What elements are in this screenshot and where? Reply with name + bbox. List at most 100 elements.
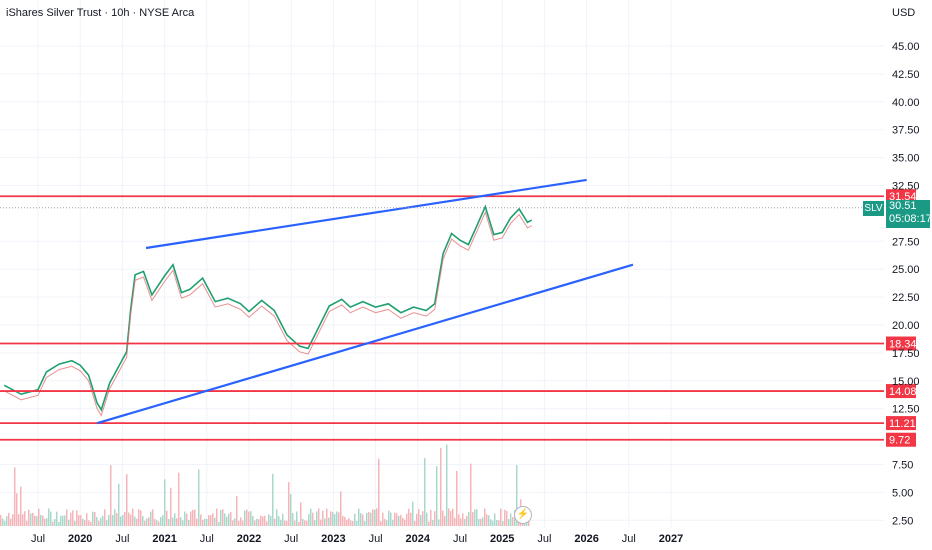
volume-bar [98,520,100,526]
y-tick-label: 22.50 [892,292,920,304]
level-price-label: 9.72 [889,435,910,447]
volume-bar [252,515,254,526]
volume-bar [214,517,216,526]
volume-bar [118,483,120,526]
volume-bar [356,520,358,526]
price-series [3,204,533,417]
volume-bar [106,520,108,526]
volume-bar [496,520,498,526]
volume-bar [24,511,26,526]
volume-bar [480,518,482,526]
volume-bar [426,512,428,526]
x-tick-label: Jul [115,533,129,545]
volume-bar [94,511,96,526]
volume-bar [494,513,496,526]
volume-bar [38,508,40,526]
volume-bar [272,473,274,526]
volume-bar [378,458,380,526]
volume-bar [334,514,336,526]
volume-bar [168,519,170,526]
price-series-line [3,204,533,412]
trend-line-lower[interactable] [96,263,634,425]
volume-bar [366,512,368,526]
volume-bar [204,518,206,526]
volume-bar [22,514,24,526]
volume-bar [148,517,150,526]
volume-bar [162,515,164,526]
volume-bar [74,520,76,526]
volume-bar [392,519,394,526]
volume-bar [102,515,104,526]
volume-bar [312,512,314,526]
volume-bar [266,521,268,526]
volume-bar [452,508,454,526]
y-tick-label: 40.00 [892,97,920,109]
volume-bar [350,520,352,526]
volume-bar [506,510,508,526]
volume-bar [290,494,292,526]
volume-bar [146,518,148,526]
level-price-tag [886,336,916,351]
x-tick-label: Jul [31,533,45,545]
y-tick-label: 17.50 [892,348,920,360]
currency-label[interactable]: USD [892,7,916,19]
volume-bar [502,521,504,526]
volume-bar [108,515,110,526]
volume-bar [464,519,466,526]
volume-bar [92,511,94,526]
time-axis[interactable]: Jul 2020 Jul 2021 Jul 2022 Jul 2023 Jul 2024 Jul 20… [31,533,683,545]
volume-bar [46,518,48,526]
volume-bar [116,513,118,526]
volume-bar [512,517,514,526]
trend-lines[interactable] [96,178,634,425]
lightning-icon[interactable]: ⚡ [514,506,532,524]
volume-bar [340,491,342,526]
volume-bar [202,519,204,526]
volume-bar [174,513,176,526]
volume-bar [470,463,472,526]
bar-countdown: 05:08:17 [889,213,932,225]
volume-bar [490,519,492,526]
volume-bar [150,511,152,526]
volume-bar [430,509,432,526]
volume-bar [78,515,80,526]
x-tick-label: 2025 [490,533,514,545]
volume-bar [134,516,136,526]
x-tick-label: 2027 [659,533,683,545]
volume-bar [210,515,212,526]
volume-bar [198,469,200,526]
volume-bar [44,518,46,526]
volume-bar [218,521,220,526]
x-tick-label: Jul [369,533,383,545]
volume-bar [458,514,460,526]
volume-bar [374,509,376,526]
volume-bar [400,514,402,526]
volume-bar [130,514,132,526]
volume-bar [442,510,444,526]
volume-bar [88,520,90,526]
volume-bar [154,518,156,526]
volume-bar [516,464,518,526]
volume-bar [386,520,388,526]
trend-line-upper[interactable] [145,178,587,250]
volume-bar [456,470,458,526]
volume-bar [8,512,10,526]
volume-bar [172,517,174,526]
volume-bar [160,517,162,526]
volume-bar [170,487,172,526]
volume-bars [0,444,530,526]
volume-bar [524,521,526,526]
volume-bar [56,511,58,526]
y-tick-label: 7.50 [892,460,913,472]
volume-bar [406,513,408,526]
volume-bar [318,508,320,526]
volume-bar [342,515,344,526]
level-price-label: 14.08 [889,386,917,398]
level-price-tag [886,384,916,399]
volume-bar [206,518,208,526]
volume-bar [176,518,178,526]
volume-bar [70,512,72,526]
price-axis[interactable]: 45.00 42.50 40.00 37.50 35.00 32.50 27.50 25.00… [892,41,920,527]
